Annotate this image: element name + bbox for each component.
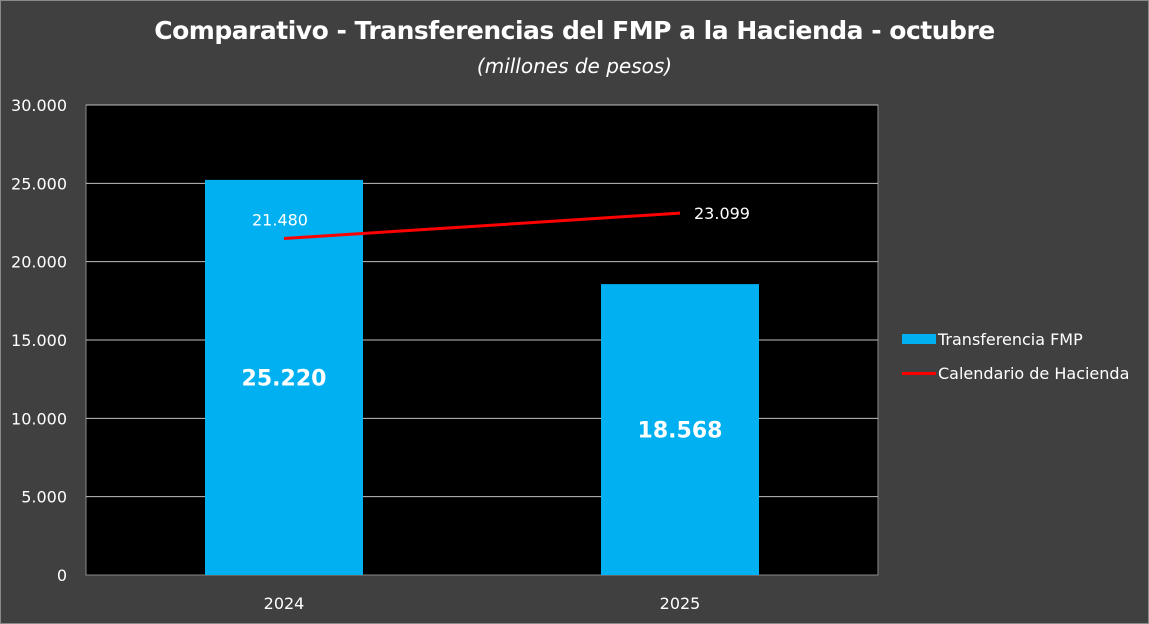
y-tick-label: 5.000 — [21, 488, 67, 507]
legend-item-calendario: Calendario de Hacienda — [902, 356, 1129, 390]
legend-swatch-bar — [902, 334, 936, 344]
bar-2024 — [205, 179, 363, 576]
y-tick-label: 15.000 — [11, 331, 67, 350]
chart-title: Comparativo - Transferencias del FMP a l… — [154, 16, 995, 45]
x-tick-label: 2024 — [264, 594, 305, 613]
line-data-label: 23.099 — [694, 204, 750, 223]
legend-swatch-line — [902, 371, 936, 375]
bar-2025 — [601, 284, 759, 575]
legend-label: Transferencia FMP — [938, 329, 1083, 349]
legend: Transferencia FMP Calendario de Hacienda — [902, 322, 1129, 390]
y-tick-label: 0 — [57, 566, 67, 585]
y-tick-label: 10.000 — [11, 409, 67, 428]
legend-item-transferencia: Transferencia FMP — [902, 322, 1129, 356]
bar-data-label: 18.568 — [638, 419, 723, 444]
y-tick-label: 25.000 — [11, 174, 67, 193]
line-calendario-hacienda — [283, 211, 681, 240]
bar-data-label: 25.220 — [242, 366, 327, 391]
y-tick-label: 20.000 — [11, 253, 67, 272]
x-tick-label: 2025 — [660, 594, 701, 613]
chart-subtitle: (millones de pesos) — [476, 54, 673, 78]
line-data-label: 21.480 — [252, 210, 308, 229]
legend-label: Calendario de Hacienda — [938, 363, 1130, 383]
y-tick-label: 30.000 — [11, 96, 67, 115]
